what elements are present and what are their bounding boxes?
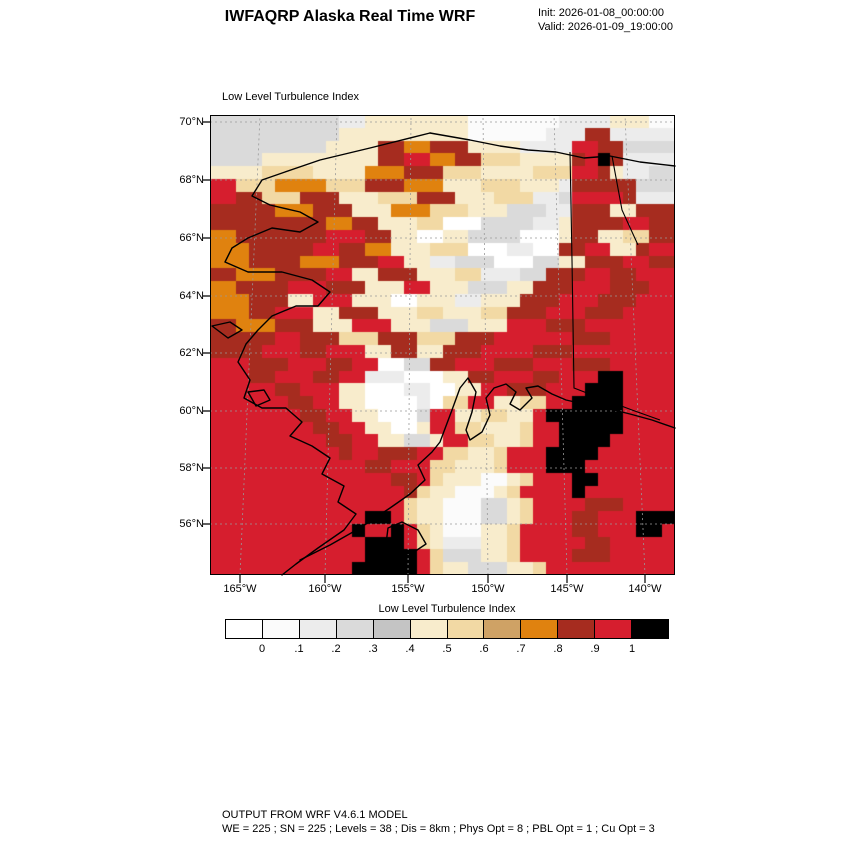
coastline — [211, 132, 676, 576]
colorbar-tick-label: .7 — [516, 643, 526, 655]
lat-tick-label: 62°N — [179, 347, 204, 359]
field-label: Low Level Turbulence Index — [222, 91, 359, 103]
lon-tick-label: 145°W — [550, 583, 584, 595]
lon-tick-label: 155°W — [391, 583, 425, 595]
colorbar-cell — [595, 620, 633, 638]
graticule — [210, 114, 675, 576]
colorbar-cell — [558, 620, 596, 638]
model-info-line2: WE = 225 ; SN = 225 ; Levels = 38 ; Dis … — [222, 823, 655, 835]
colorbar-cell — [632, 620, 669, 638]
colorbar-tick-label: .1 — [294, 643, 304, 655]
lat-tick-label: 60°N — [179, 405, 204, 417]
colorbar-cell — [410, 620, 448, 638]
colorbar-cell — [521, 620, 559, 638]
map-overlay — [203, 114, 676, 583]
run-times: Init: 2026-01-08_00:00:00 Valid: 2026-01… — [538, 7, 673, 34]
colorbar-title: Low Level Turbulence Index — [378, 603, 516, 615]
lat-tick-label: 70°N — [179, 116, 204, 128]
colorbar-tick-label: 0 — [258, 643, 266, 655]
lon-tick-label: 140°W — [628, 583, 662, 595]
init-time-label: Init: 2026-01-08_00:00:00 — [538, 7, 664, 19]
valid-time-label: Valid: 2026-01-09_19:00:00 — [538, 20, 673, 33]
colorbar-tick-label: .5 — [442, 643, 452, 655]
colorbar-ticks: 0 .1 .2 .3 .4 .5 .6 .7 .8 .9 1 — [225, 643, 669, 657]
lon-tick-label: 160°W — [308, 583, 342, 595]
plot-title: IWFAQRP Alaska Real Time WRF — [224, 8, 476, 25]
lat-tick-label: 64°N — [179, 290, 204, 302]
lat-tick-label: 58°N — [179, 462, 204, 474]
lon-tick-label: 150°W — [471, 583, 505, 595]
map-panel: 70°N 68°N 66°N 64°N 62°N 60°N 58°N 56°N 165°W 16… — [179, 114, 676, 595]
lon-tick-label: 165°W — [223, 583, 257, 595]
axis-ticks — [203, 121, 646, 583]
turbulence-heatmap — [210, 115, 675, 575]
colorbar-cell — [447, 620, 485, 638]
colorbar-cell — [299, 620, 337, 638]
model-info: OUTPUT FROM WRF V4.6.1 MODEL WE = 225 ; … — [222, 808, 655, 836]
colorbar-tick-label: .6 — [479, 643, 489, 655]
colorbar-tick-label: .2 — [331, 643, 341, 655]
colorbar-tick-label: .4 — [405, 643, 415, 655]
colorbar-cell — [484, 620, 522, 638]
colorbar-tick-label: .3 — [368, 643, 378, 655]
colorbar-tick-label: .9 — [590, 643, 600, 655]
lat-axis: 70°N 68°N 66°N 64°N 62°N 60°N 58°N 56°N — [158, 115, 204, 575]
political-borders — [569, 151, 661, 421]
colorbar-tick-label: .8 — [553, 643, 563, 655]
lat-tick-label: 66°N — [179, 232, 204, 244]
colorbar-cell — [262, 620, 300, 638]
colorbar-cell — [336, 620, 374, 638]
lon-axis: 165°W 160°W 155°W 150°W 145°W 140°W — [210, 575, 675, 599]
colorbar-cell — [226, 620, 263, 638]
lat-tick-label: 68°N — [179, 174, 204, 186]
colorbar-tick-label: 1 — [628, 643, 636, 655]
lat-tick-label: 56°N — [179, 518, 204, 530]
colorbar-cell — [373, 620, 411, 638]
model-info-line1: OUTPUT FROM WRF V4.6.1 MODEL — [222, 809, 408, 821]
colorbar — [225, 619, 669, 639]
